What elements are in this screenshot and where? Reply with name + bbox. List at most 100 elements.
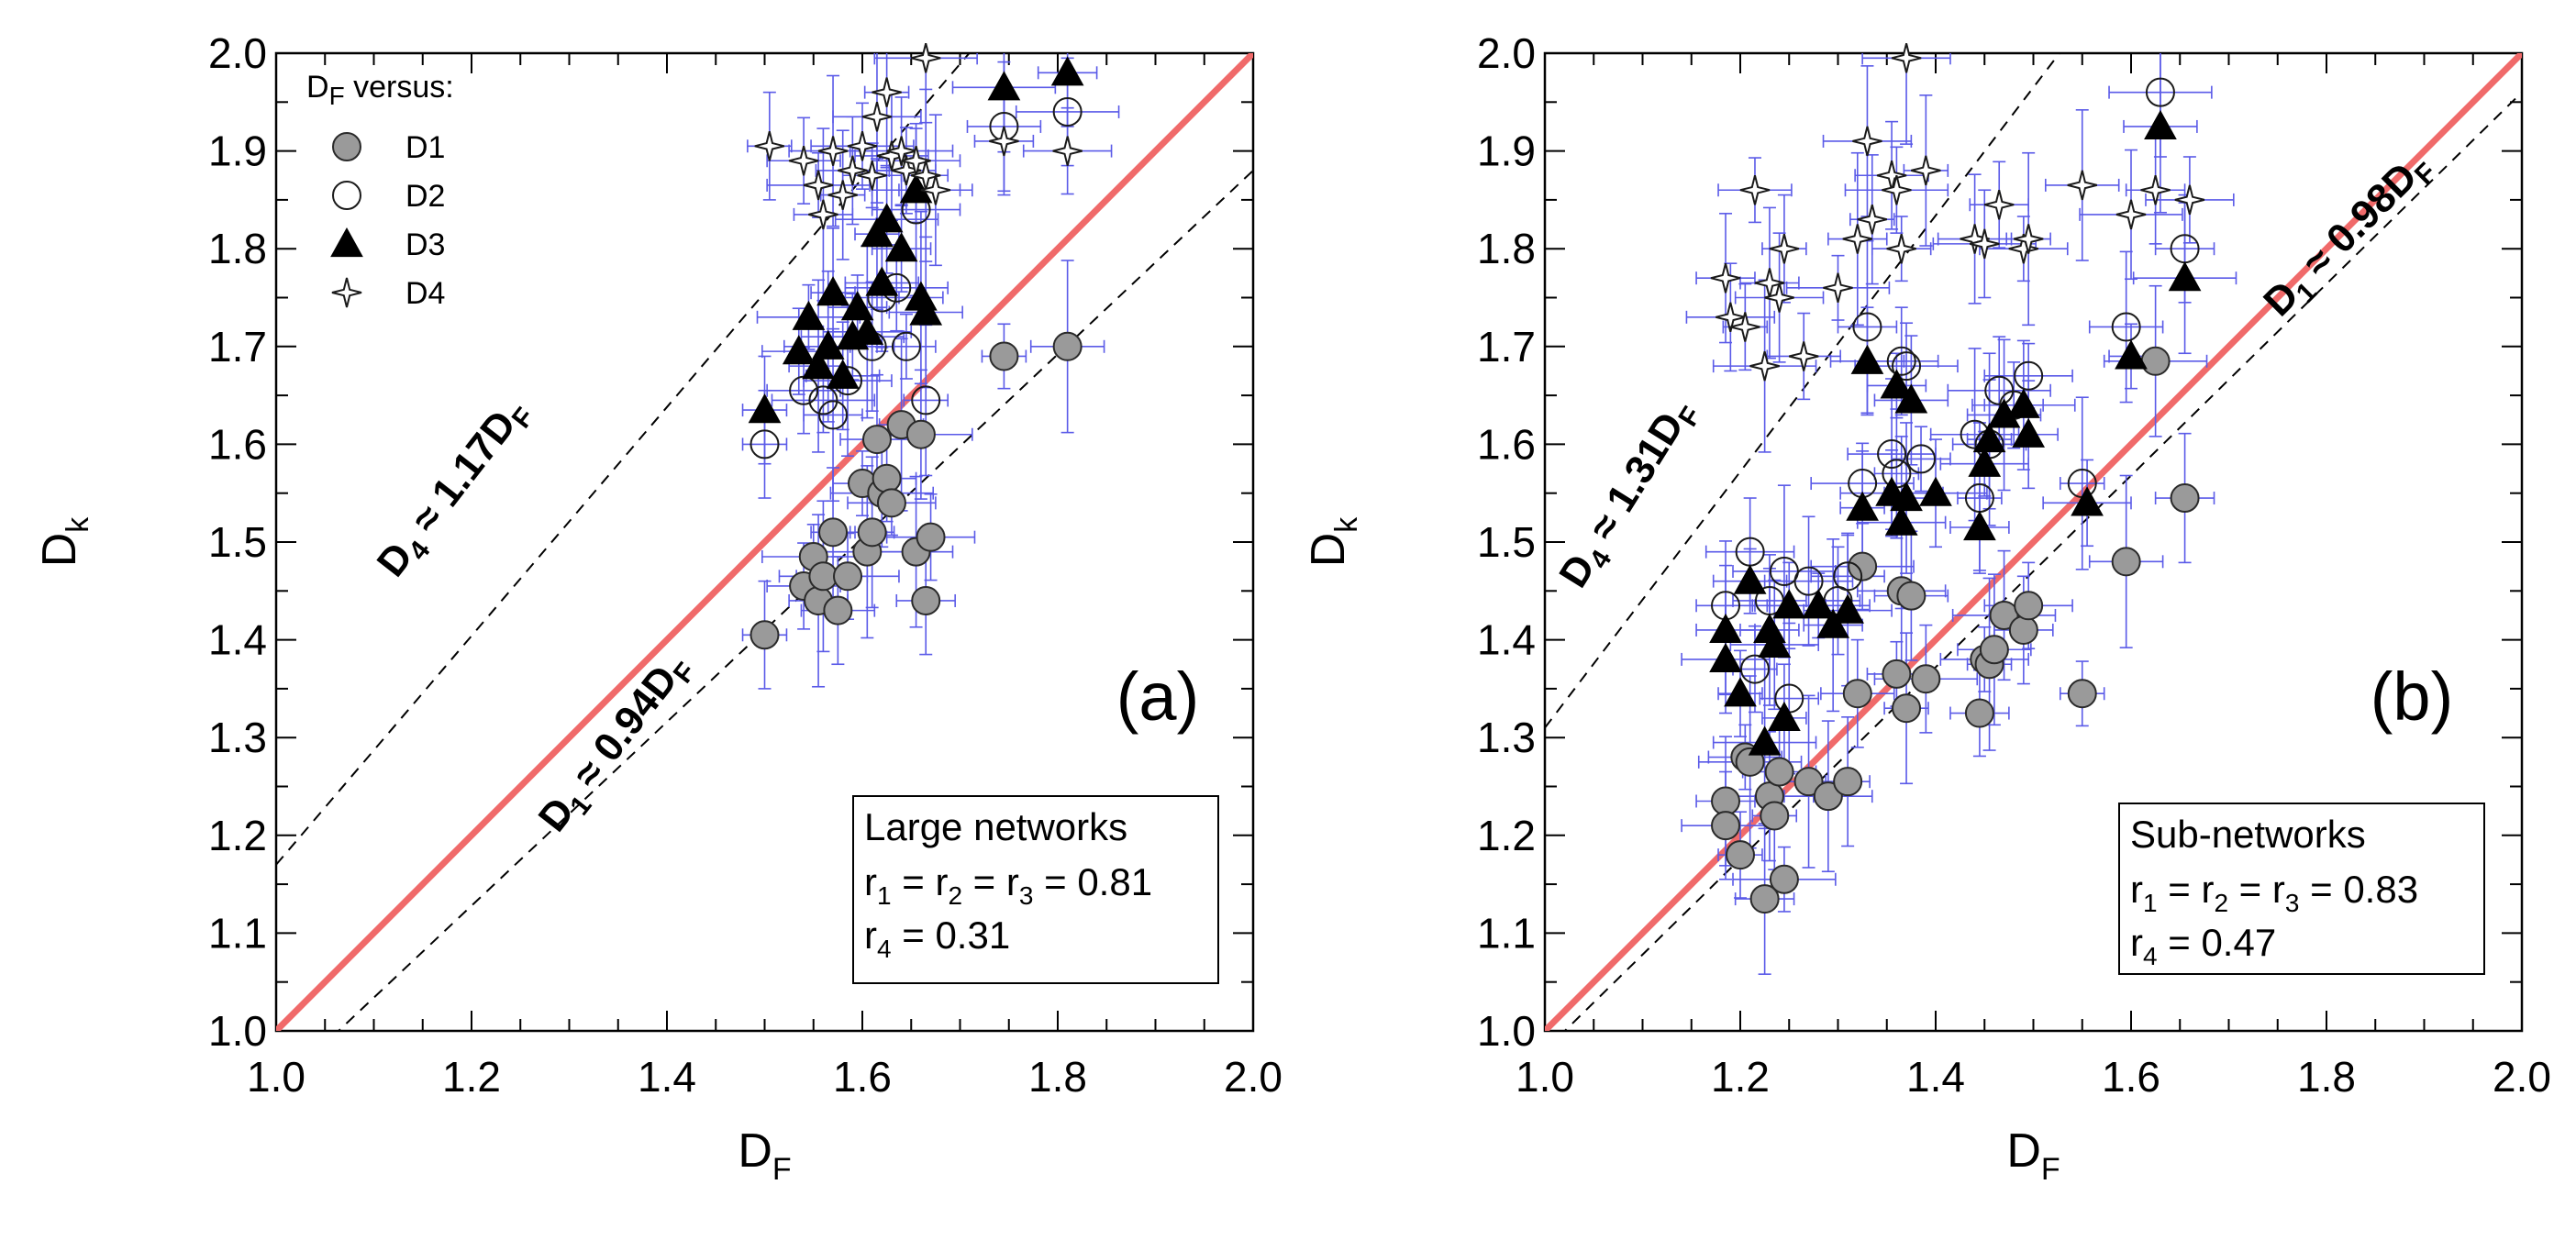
point-d4 xyxy=(1823,272,1853,304)
point-d3 xyxy=(1972,423,2006,453)
point-d2 xyxy=(1833,561,1863,592)
stats-line1: r1 = r2 = r3 = 0.83 xyxy=(2130,868,2418,917)
fit-line-d4 xyxy=(276,53,971,866)
point-d4 xyxy=(1882,174,1912,205)
point-d2 xyxy=(818,400,849,430)
fit-label-d1: D1 ≈ 0.98DF xyxy=(2255,142,2442,329)
point-d2 xyxy=(911,385,941,415)
point-d4 xyxy=(1852,126,1882,157)
point-d3 xyxy=(1709,613,1742,644)
point-d1 xyxy=(2014,591,2044,621)
point-d2 xyxy=(1984,375,2015,405)
point-d3 xyxy=(1968,447,2002,477)
fit-line-d1 xyxy=(1563,91,2522,1031)
panel-label: (a) xyxy=(1116,659,1199,735)
point-d3 xyxy=(811,329,845,360)
point-d3 xyxy=(2071,486,2104,516)
point-d1 xyxy=(1848,551,1878,581)
point-d4 xyxy=(1715,302,1746,333)
point-d2 xyxy=(2014,360,2044,391)
point-d1 xyxy=(1760,801,1790,831)
x-tick-label: 1.6 xyxy=(833,1053,892,1101)
panel-label: (b) xyxy=(2371,659,2453,735)
point-d4 xyxy=(2067,170,2098,201)
point-d1 xyxy=(833,561,863,592)
point-d3 xyxy=(1963,510,1996,541)
point-d2 xyxy=(1886,346,1916,376)
point-d3 xyxy=(2007,388,2040,418)
stats-title: Sub-networks xyxy=(2130,813,2366,856)
x-axis-label: DF xyxy=(2006,1124,2060,1187)
point-d4 xyxy=(910,43,941,73)
point-d1 xyxy=(2008,614,2038,645)
x-tick-label: 2.0 xyxy=(1224,1053,1282,1101)
point-d2 xyxy=(2111,312,2141,342)
point-d4 xyxy=(872,77,902,107)
point-d4 xyxy=(891,155,922,186)
x-tick-label: 2.0 xyxy=(2493,1053,2551,1101)
point-d2 xyxy=(1877,439,1907,470)
y-tick-label: 2.0 xyxy=(1477,29,1536,77)
point-d2 xyxy=(891,331,921,361)
point-d1 xyxy=(1726,840,1755,870)
point-d4 xyxy=(754,131,785,161)
y-tick-label: 1.5 xyxy=(1477,518,1536,566)
point-d3 xyxy=(1894,383,1928,414)
point-d1 xyxy=(1882,659,1912,689)
point-d3 xyxy=(870,203,904,233)
point-d3 xyxy=(826,359,860,389)
point-d4 xyxy=(1857,204,1888,235)
identity-line xyxy=(276,53,1253,1031)
point-d4 xyxy=(1960,224,1990,254)
x-tick-label: 1.0 xyxy=(1516,1053,1574,1101)
point-d1 xyxy=(2170,483,2200,514)
point-d4 xyxy=(1886,233,1916,264)
point-d2 xyxy=(808,385,838,415)
point-d4 xyxy=(838,155,868,186)
point-d1 xyxy=(876,488,906,518)
point-d3 xyxy=(909,295,943,326)
point-d4 xyxy=(808,199,838,230)
stats-box-frame xyxy=(2118,803,2485,975)
legend-marker-d3 xyxy=(330,227,363,258)
point-d1 xyxy=(1833,767,1863,797)
point-d4 xyxy=(827,180,858,210)
legend-marker-d4 xyxy=(331,277,362,308)
point-d4 xyxy=(788,146,819,176)
legend-marker-d2 xyxy=(332,181,361,210)
legend: DF versus: D1 D2 D3 D4 xyxy=(306,70,454,311)
x-tick-label: 1.4 xyxy=(1906,1053,1965,1101)
y-tick-label: 2.0 xyxy=(208,29,267,77)
point-d3 xyxy=(1050,56,1084,86)
fit-line-d1 xyxy=(337,170,1253,1031)
y-tick-label: 1.8 xyxy=(1477,225,1536,272)
point-d2 xyxy=(1892,351,1922,382)
point-d1 xyxy=(916,522,946,552)
point-d3 xyxy=(1772,589,1806,619)
point-d1 xyxy=(1052,331,1083,361)
fit-label-d4: D4 ≈ 1.17DF xyxy=(369,389,540,589)
y-tick-label: 1.4 xyxy=(1477,616,1536,664)
y-tick-label: 1.2 xyxy=(208,812,267,859)
point-d2 xyxy=(1793,566,1824,596)
legend-title: DF versus: xyxy=(306,70,454,110)
point-d1 xyxy=(861,425,892,455)
y-tick-label: 1.0 xyxy=(208,1007,267,1055)
point-d4 xyxy=(2140,174,2171,205)
stats-line2: r4 = 0.31 xyxy=(864,913,1010,963)
point-d4 xyxy=(1764,282,1794,313)
y-tick-label: 1.8 xyxy=(208,225,267,272)
x-axis-label: DF xyxy=(738,1124,791,1187)
fit-label-d1: D1 ≈ 0.94DF xyxy=(530,644,702,844)
point-d3 xyxy=(1748,725,1782,756)
legend-label-d4: D4 xyxy=(405,276,445,311)
point-d4 xyxy=(886,136,916,166)
point-d4 xyxy=(1749,350,1780,382)
x-tick-label: 1.8 xyxy=(1028,1053,1087,1101)
y-tick-label: 1.7 xyxy=(1477,323,1536,371)
y-tick-label: 1.3 xyxy=(208,714,267,761)
y-axis-label: Dk xyxy=(33,516,95,568)
point-d3 xyxy=(802,349,835,380)
point-d2 xyxy=(749,429,780,459)
